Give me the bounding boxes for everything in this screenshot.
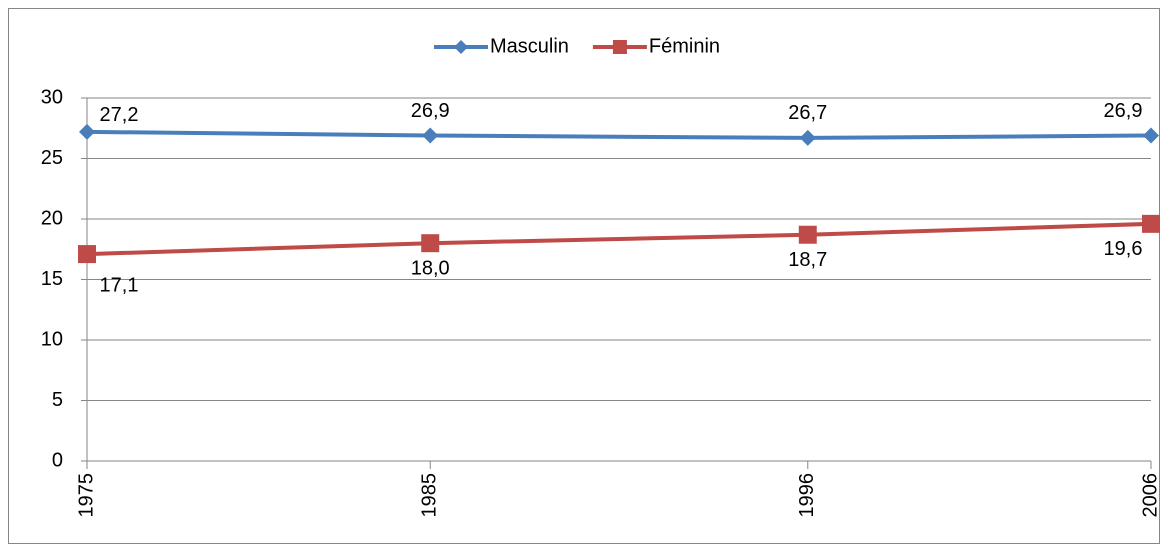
x-tick-label: 1975 xyxy=(75,473,97,518)
marker xyxy=(79,123,95,140)
data-label: 19,6 xyxy=(1104,238,1143,260)
legend-label: Masculin xyxy=(490,35,569,57)
marker xyxy=(798,225,817,244)
data-label: 26,7 xyxy=(788,102,827,124)
x-tick-label: 2006 xyxy=(1139,473,1161,518)
y-tick-label: 5 xyxy=(52,389,63,411)
data-label: 17,1 xyxy=(100,274,139,296)
y-tick-label: 0 xyxy=(52,449,63,471)
series-line xyxy=(86,221,1152,257)
y-tick-label: 10 xyxy=(41,328,63,350)
data-label: 27,2 xyxy=(100,104,139,126)
legend-label: Féminin xyxy=(649,35,720,57)
marker xyxy=(1142,214,1160,233)
series-line xyxy=(86,129,1152,140)
marker xyxy=(421,234,440,253)
data-label: 18,7 xyxy=(788,249,827,271)
y-tick-label: 30 xyxy=(41,86,63,108)
marker xyxy=(422,127,439,144)
marker xyxy=(799,129,816,146)
x-tick-label: 1985 xyxy=(419,473,441,518)
data-label: 18,0 xyxy=(411,257,450,279)
data-label: 26,9 xyxy=(1104,100,1143,122)
y-tick-label: 20 xyxy=(41,207,63,229)
legend-marker xyxy=(454,40,468,54)
marker xyxy=(78,245,96,264)
x-tick-label: 1996 xyxy=(796,473,818,518)
marker xyxy=(1143,127,1159,144)
chart-border xyxy=(8,8,1160,544)
data-label: 26,9 xyxy=(411,100,450,122)
y-tick-label: 15 xyxy=(41,268,63,290)
legend-marker xyxy=(612,40,627,54)
y-tick-label: 25 xyxy=(41,147,63,169)
